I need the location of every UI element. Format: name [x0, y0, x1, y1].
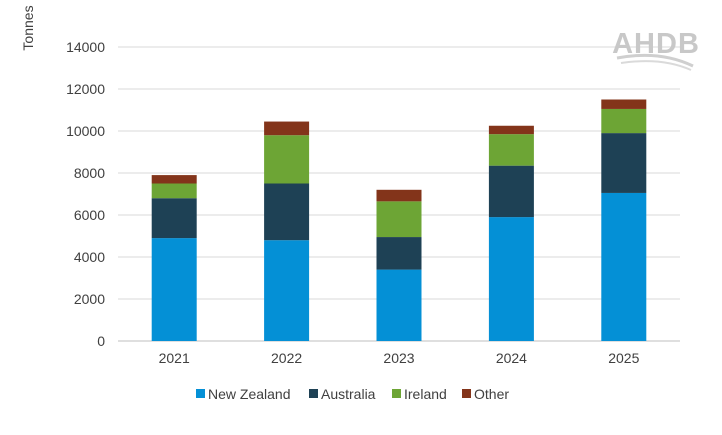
bar-segment [264, 240, 310, 341]
y-tick-label: 12000 [66, 81, 105, 97]
bar-segment [601, 133, 647, 193]
y-tick-label: 8000 [74, 165, 105, 181]
bar-segment [264, 183, 310, 241]
bar-segment [488, 125, 534, 135]
bar-segment [376, 237, 422, 270]
bar-segment [151, 183, 197, 199]
y-axis-label: Tonnes [20, 5, 36, 50]
bar-segment [376, 201, 422, 238]
bar-segment [601, 99, 647, 109]
x-tick-label: 2021 [159, 350, 190, 366]
logo-swoosh-2 [620, 60, 692, 71]
bar-segment [601, 192, 647, 341]
y-axis-ticks: 0 2000 4000 6000 8000 10000 12000 14000 [66, 39, 105, 349]
legend-label: Ireland [404, 386, 447, 402]
legend-label: Other [474, 386, 509, 402]
x-tick-label: 2022 [271, 350, 302, 366]
x-tick-label: 2025 [608, 350, 639, 366]
bar-segment [376, 269, 422, 341]
y-tick-label: 14000 [66, 39, 105, 55]
x-axis-ticks: 2021 2022 2023 2024 2025 [159, 350, 640, 366]
bar-segment [488, 134, 534, 166]
y-tick-label: 6000 [74, 207, 105, 223]
bar-segment [488, 217, 534, 341]
legend-swatch [309, 389, 318, 398]
y-tick-label: 4000 [74, 249, 105, 265]
y-tick-label: 0 [97, 333, 105, 349]
legend-swatch [462, 389, 471, 398]
x-tick-label: 2024 [496, 350, 527, 366]
bar-segment [488, 165, 534, 218]
bar-segment [264, 135, 310, 184]
legend-swatch [392, 389, 401, 398]
bar-segment [264, 121, 310, 136]
bar-segment [376, 189, 422, 202]
x-tick-label: 2023 [383, 350, 414, 366]
ahdb-logo: AHDB [612, 28, 699, 71]
y-tick-label: 10000 [66, 123, 105, 139]
bar-segment [151, 198, 197, 239]
bar-segment [151, 175, 197, 184]
bar-segment [601, 108, 647, 134]
legend-swatch [196, 389, 205, 398]
legend: New Zealand Australia Ireland Other [196, 386, 509, 402]
y-tick-label: 2000 [74, 291, 105, 307]
bars [151, 99, 647, 341]
legend-label: New Zealand [208, 386, 291, 402]
legend-label: Australia [321, 386, 376, 402]
bar-segment [151, 238, 197, 341]
logo-swoosh [616, 53, 694, 68]
